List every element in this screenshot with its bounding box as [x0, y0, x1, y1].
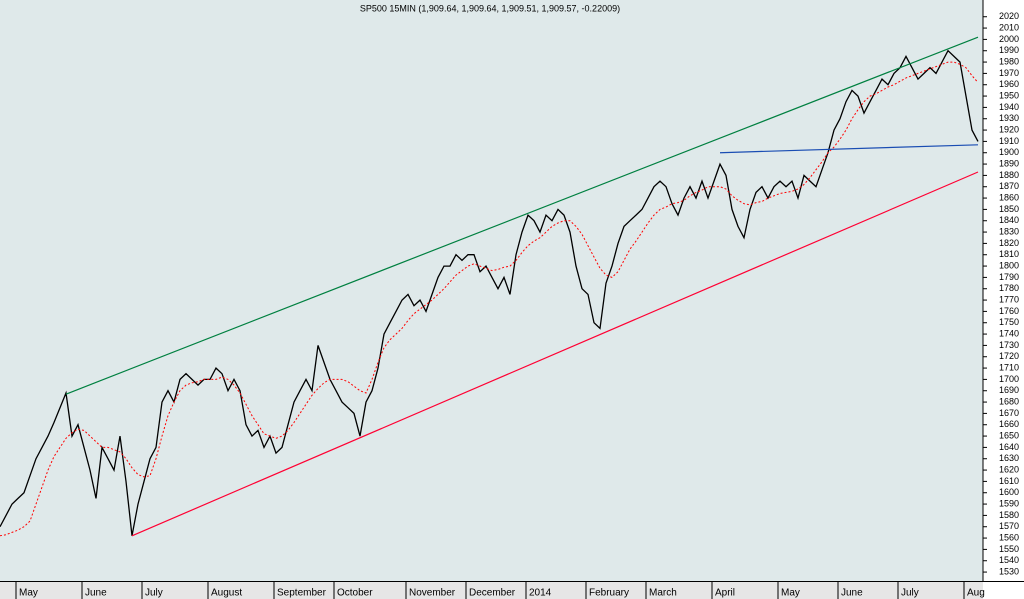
y-tick-label: 1550 — [999, 544, 1019, 554]
y-tick-label: 1610 — [999, 476, 1019, 486]
y-tick-label: 1850 — [999, 204, 1019, 214]
y-tick-label: 1910 — [999, 136, 1019, 146]
y-tick-label: 1570 — [999, 521, 1019, 531]
y-tick-label: 1540 — [999, 555, 1019, 565]
y-tick-label: 1950 — [999, 90, 1019, 100]
y-tick-label: 1760 — [999, 306, 1019, 316]
y-tick-label: 1530 — [999, 566, 1019, 576]
y-tick-label: 1580 — [999, 510, 1019, 520]
x-tick-label: July — [145, 588, 163, 599]
y-tick-label: 1630 — [999, 453, 1019, 463]
y-tick-label: 1770 — [999, 294, 1019, 304]
x-tick-label: August — [211, 588, 242, 599]
x-tick-label: July — [901, 588, 919, 599]
y-tick-label: 1820 — [999, 238, 1019, 248]
x-tick-label: June — [85, 588, 107, 599]
x-tick-label: April — [715, 588, 735, 599]
y-tick-label: 2000 — [999, 34, 1019, 44]
y-tick-label: 1720 — [999, 351, 1019, 361]
x-tick-label: December — [469, 588, 516, 599]
y-tick-label: 1880 — [999, 170, 1019, 180]
y-tick-label: 1940 — [999, 102, 1019, 112]
y-tick-label: 1600 — [999, 487, 1019, 497]
x-tick-label: February — [589, 588, 629, 599]
x-tick-label: May — [781, 588, 800, 599]
y-tick-label: 1860 — [999, 192, 1019, 202]
y-tick-label: 1840 — [999, 215, 1019, 225]
y-tick-label: 1900 — [999, 147, 1019, 157]
trendline — [719, 144, 979, 154]
y-tick-label: 1890 — [999, 158, 1019, 168]
x-tick-label: November — [409, 588, 456, 599]
y-tick-label: 1920 — [999, 124, 1019, 134]
y-tick-label: 1700 — [999, 374, 1019, 384]
x-tick-label: October — [337, 588, 373, 599]
y-tick-label: 1740 — [999, 328, 1019, 338]
x-tick-label: September — [277, 588, 327, 599]
y-tick-label: 1650 — [999, 430, 1019, 440]
y-tick-label: 1680 — [999, 396, 1019, 406]
y-tick-label: 1810 — [999, 249, 1019, 259]
y-tick-label: 1830 — [999, 226, 1019, 236]
x-tick-label: Aug — [967, 588, 985, 599]
y-tick-label: 1750 — [999, 317, 1019, 327]
moving-average — [0, 61, 979, 537]
y-tick-label: 2010 — [999, 22, 1019, 32]
y-tick-label: 1980 — [999, 56, 1019, 66]
y-tick-label: 1670 — [999, 408, 1019, 418]
y-tick-label: 1730 — [999, 340, 1019, 350]
y-tick-label: 1690 — [999, 385, 1019, 395]
y-tick-label: 1640 — [999, 442, 1019, 452]
y-tick-label: 1800 — [999, 260, 1019, 270]
trendline — [65, 36, 979, 395]
chart-title: SP500 15MIN (1,909.64, 1,909.64, 1,909.5… — [360, 3, 620, 13]
x-tick-label: May — [19, 588, 38, 599]
y-tick-label: 1620 — [999, 464, 1019, 474]
time-axis — [0, 582, 983, 599]
trendline — [131, 171, 979, 537]
y-tick-label: 1930 — [999, 113, 1019, 123]
y-tick-label: 1870 — [999, 181, 1019, 191]
x-tick-label: March — [649, 588, 677, 599]
plot-area — [0, 0, 983, 581]
x-tick-label: 2014 — [529, 588, 552, 599]
x-tick-label: June — [841, 588, 863, 599]
y-tick-label: 1660 — [999, 419, 1019, 429]
y-tick-label: 1780 — [999, 283, 1019, 293]
y-tick-label: 1970 — [999, 68, 1019, 78]
y-tick-label: 2020 — [999, 11, 1019, 21]
y-tick-label: 1990 — [999, 45, 1019, 55]
y-tick-label: 1790 — [999, 272, 1019, 282]
y-tick-label: 1960 — [999, 79, 1019, 89]
y-tick-label: 1710 — [999, 362, 1019, 372]
y-tick-label: 1590 — [999, 498, 1019, 508]
y-tick-label: 1560 — [999, 532, 1019, 542]
price-line — [0, 49, 979, 536]
